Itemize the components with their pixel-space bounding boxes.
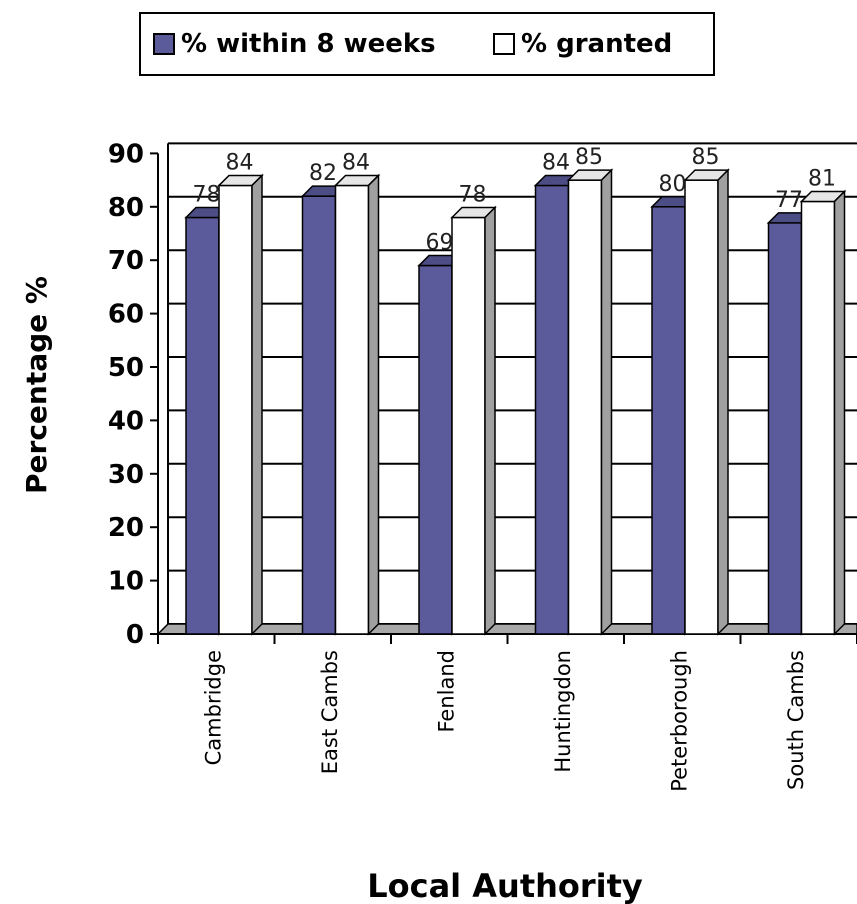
bars — [184, 168, 847, 636]
bar-front — [651, 206, 686, 635]
bar-granted-huntingdon — [566, 168, 614, 636]
x-tick-labels: Cambridge East Cambs Fenland Huntingdon Pete… — [201, 650, 808, 792]
y-tick-label-80: 80 — [108, 193, 144, 223]
bar-granted-fenland — [450, 205, 497, 636]
bar-front — [418, 264, 453, 635]
legend-entry-within-8-weeks: % within 8 weeks — [153, 14, 436, 74]
y-tick-labels: 0 10 20 30 40 50 60 70 80 90 — [108, 139, 158, 650]
gridlines — [168, 142, 857, 625]
y-tick-label-50: 50 — [108, 353, 144, 383]
y-tick-label-10: 10 — [108, 567, 144, 597]
bar-front — [451, 216, 486, 635]
bar-front — [218, 184, 253, 635]
bar-side — [484, 205, 496, 636]
y-tick-label-70: 70 — [108, 246, 144, 276]
data-label-granted-cambridge: 84 — [226, 150, 254, 175]
data-label-within-8-weeks-south-cambs: 77 — [775, 188, 803, 213]
data-label-within-8-weeks-cambridge: 78 — [193, 182, 221, 207]
x-tick-label-cambridge: Cambridge — [201, 650, 225, 765]
legend-swatch-within-8-weeks — [153, 33, 175, 55]
y-tick-label-30: 30 — [108, 460, 144, 490]
bar-front — [567, 179, 603, 635]
x-tick-label-peterborough: Peterborough — [667, 650, 691, 792]
x-tick-label-huntingdon: Huntingdon — [551, 650, 575, 773]
data-label-granted-south-cambs: 81 — [808, 166, 836, 191]
y-tick-label-0: 0 — [126, 620, 144, 650]
bar-side — [600, 168, 613, 636]
x-tick-label-east-cambs: East Cambs — [318, 650, 342, 774]
data-label-granted-east-cambs: 84 — [342, 150, 370, 175]
y-axis-label: Percentage % — [20, 276, 53, 494]
y-tick-label-20: 20 — [108, 513, 144, 543]
bar-granted-east-cambs — [333, 173, 381, 636]
bar-side — [367, 173, 380, 636]
bar-front — [684, 179, 719, 635]
legend-swatch-granted — [493, 33, 515, 55]
legend-label-within-8-weeks: % within 8 weeks — [181, 29, 436, 59]
x-tick-label-fenland: Fenland — [434, 650, 458, 733]
x-axis-label: Local Authority — [367, 867, 643, 904]
bar-granted-cambridge — [217, 173, 264, 636]
bar-side — [251, 173, 263, 636]
legend: % within 8 weeks % granted — [139, 12, 715, 76]
data-label-within-8-weeks-fenland: 69 — [426, 231, 454, 256]
data-label-within-8-weeks-huntingdon: 84 — [542, 150, 570, 175]
bar-front — [800, 200, 836, 635]
y-tick-label-60: 60 — [108, 300, 144, 330]
bar-front — [301, 195, 337, 635]
data-label-within-8-weeks-peterborough: 80 — [659, 172, 687, 197]
bar-front — [334, 184, 370, 635]
data-label-granted-fenland: 78 — [459, 182, 487, 207]
bar-granted-south-cambs — [799, 189, 847, 636]
x-tick-label-south-cambs: South Cambs — [784, 650, 808, 790]
legend-entry-granted: % granted — [493, 14, 672, 74]
bar-front — [185, 216, 220, 635]
legend-label-granted: % granted — [521, 29, 673, 59]
bar-front — [767, 222, 803, 635]
bar-front — [534, 184, 570, 635]
bar-granted-peterborough — [683, 168, 730, 636]
data-label-within-8-weeks-east-cambs: 82 — [309, 161, 337, 186]
bar-side — [833, 189, 846, 636]
data-label-granted-peterborough: 85 — [692, 145, 720, 170]
y-tick-label-40: 40 — [108, 406, 144, 436]
y-tick-label-90: 90 — [108, 139, 144, 169]
bar-side — [717, 168, 729, 636]
floor — [156, 623, 857, 635]
data-label-granted-huntingdon: 85 — [575, 145, 603, 170]
